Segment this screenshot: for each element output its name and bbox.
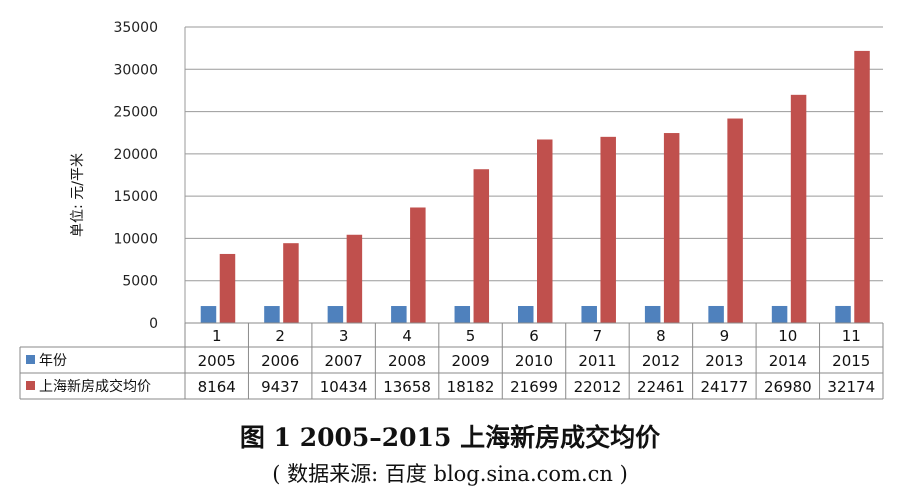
bar-year	[200, 306, 217, 323]
data-label: 2008	[388, 352, 426, 370]
y-tick-label: 35000	[113, 20, 158, 36]
bar-price	[663, 133, 680, 323]
legend-label: 上海新房成交均价	[39, 378, 151, 395]
legend-label: 年份	[39, 353, 67, 369]
legend-swatch	[26, 355, 35, 364]
data-label: 24177	[701, 378, 749, 396]
data-label: 21699	[510, 378, 558, 396]
chart: 0 5000 10000 15000 20000 25000 30000 35000 1 2 3 4…	[19, 20, 884, 400]
data-label: 32174	[827, 378, 875, 396]
bar-price	[283, 243, 299, 323]
y-tick-label: 0	[149, 316, 158, 332]
bar-year	[644, 305, 661, 323]
figure-caption-title: 图 1 2005–2015 上海新房成交均价	[239, 423, 661, 452]
data-label: 13658	[383, 378, 431, 396]
y-axis: 0 5000 10000 15000 20000 25000 30000 35000	[113, 20, 186, 332]
y-axis-label: 单位: 元/平米	[70, 153, 86, 237]
data-label: 9437	[261, 378, 299, 396]
bar-price	[727, 118, 743, 324]
gridlines	[185, 26, 883, 324]
bar-year	[581, 305, 597, 323]
bar-year	[454, 306, 471, 323]
x-tick-label: 7	[593, 327, 603, 345]
data-label: 26980	[764, 378, 812, 396]
x-tick-label: 6	[529, 327, 539, 345]
y-tick-label: 20000	[113, 147, 158, 163]
bar-year	[327, 306, 344, 323]
bar-price	[537, 139, 553, 323]
legend-swatch	[26, 381, 35, 390]
y-tick-label: 30000	[113, 62, 158, 78]
x-tick-label: 9	[720, 327, 730, 345]
data-table: 1 2 3 4 5 6 7 8 9 10 11 年份 2005 2006 2007 2008 2009 2010 2…	[19, 322, 884, 400]
bar-price	[600, 136, 616, 323]
bar-price	[410, 207, 426, 323]
bar-year	[518, 306, 534, 323]
x-tick-label: 10	[778, 327, 797, 345]
figure-caption-source: ( 数据来源: 百度 blog.sina.com.cn )	[272, 462, 628, 486]
bar-price	[790, 94, 807, 323]
data-label: 10434	[320, 378, 368, 396]
data-label: 18182	[447, 378, 495, 396]
x-tick-label: 1	[212, 327, 222, 345]
bar-price	[854, 50, 870, 323]
data-label: 2007	[325, 352, 363, 370]
x-tick-label: 4	[402, 327, 412, 345]
data-label: 22012	[574, 378, 622, 396]
data-label: 2006	[261, 352, 299, 370]
y-tick-label: 5000	[122, 274, 158, 290]
data-label: 2012	[642, 352, 680, 370]
bar-year	[391, 306, 407, 323]
bar-price	[473, 169, 490, 323]
data-label: 2011	[578, 352, 616, 370]
bar-price	[219, 253, 236, 323]
y-tick-label: 10000	[113, 231, 158, 247]
data-label: 2010	[515, 352, 553, 370]
bar-year	[264, 306, 280, 323]
data-label: 8164	[198, 378, 236, 396]
bar-year	[835, 305, 851, 323]
bar-year	[771, 305, 788, 323]
y-tick-label: 15000	[113, 189, 158, 205]
bars	[200, 50, 870, 324]
x-tick-label: 2	[275, 327, 285, 345]
x-tick-label: 11	[842, 327, 861, 345]
data-label: 2013	[705, 352, 743, 370]
bar-price	[346, 234, 363, 323]
data-label: 22461	[637, 378, 685, 396]
data-label: 2014	[769, 352, 807, 370]
x-tick-label: 8	[656, 327, 666, 345]
data-label: 2009	[451, 352, 489, 370]
x-tick-label: 3	[339, 327, 349, 345]
y-tick-label: 25000	[113, 105, 158, 121]
data-label: 2005	[198, 352, 236, 370]
bar-year	[708, 305, 724, 323]
data-label: 2015	[832, 352, 870, 370]
x-tick-label: 5	[466, 327, 476, 345]
